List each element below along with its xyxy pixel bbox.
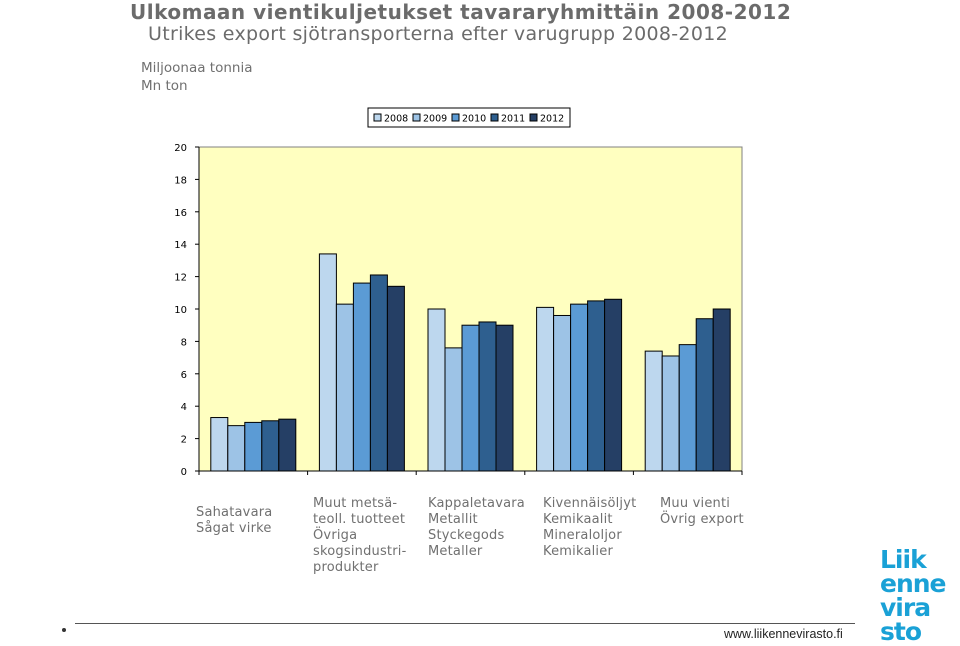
logo-line: vira xyxy=(880,593,931,622)
y-tick-label: 0 xyxy=(181,467,187,478)
y-tick-label: 6 xyxy=(181,370,187,381)
footer-url: www.liikennevirasto.fi xyxy=(724,627,843,641)
category-label: Muut metsä- teoll. tuotteet Övriga skogs… xyxy=(313,496,407,575)
bar xyxy=(553,314,572,472)
bar xyxy=(352,282,371,472)
bar xyxy=(386,285,405,472)
y-tick-label: 18 xyxy=(174,175,187,186)
category-label: Muu vienti Övrig export xyxy=(660,496,744,527)
bar xyxy=(261,420,280,472)
bar xyxy=(278,418,297,472)
bar xyxy=(478,321,497,472)
legend-swatch xyxy=(412,113,421,122)
bar xyxy=(318,253,337,472)
legend-box xyxy=(367,107,571,128)
bar xyxy=(495,324,514,472)
bar xyxy=(587,300,606,472)
legend-swatch xyxy=(373,113,382,122)
bar xyxy=(244,421,263,472)
y-tick-label: 2 xyxy=(181,435,187,446)
bar xyxy=(644,350,663,472)
bar xyxy=(536,306,555,472)
unit-label-fi: Miljoonaa tonnia xyxy=(141,60,253,76)
bar xyxy=(369,274,388,472)
bar xyxy=(695,318,714,472)
category-label: Kivennäisöljyt Kemikaalit Mineraloljor K… xyxy=(543,496,637,559)
y-tick-label: 16 xyxy=(174,208,187,219)
bar xyxy=(335,303,354,472)
y-tick-label: 14 xyxy=(174,240,187,251)
legend-swatch xyxy=(451,113,460,122)
bar xyxy=(210,417,229,472)
logo-line: Liik xyxy=(880,545,927,574)
legend-label: 2009 xyxy=(423,114,447,125)
y-tick-label: 10 xyxy=(174,305,187,316)
legend-label: 2012 xyxy=(540,114,564,125)
bar xyxy=(712,308,731,472)
legend-label: 2008 xyxy=(384,114,408,125)
y-tick-label: 4 xyxy=(181,402,187,413)
bar xyxy=(444,347,463,472)
bar xyxy=(570,303,589,472)
footer-divider xyxy=(75,623,855,624)
bar xyxy=(661,355,680,472)
y-tick-label: 20 xyxy=(174,143,187,154)
bar xyxy=(461,324,480,472)
legend-swatch xyxy=(529,113,538,122)
unit-label-sv: Mn ton xyxy=(141,78,188,94)
page-subtitle: Utrikes export sjötransporterna efter va… xyxy=(148,23,728,45)
bar xyxy=(427,308,446,472)
bullet-dot xyxy=(62,628,66,632)
legend-label: 2010 xyxy=(462,114,486,125)
y-tick-label: 12 xyxy=(174,273,187,284)
logo-line: enne xyxy=(880,569,947,598)
bar xyxy=(604,298,623,472)
bar xyxy=(227,425,246,472)
legend-label: 2011 xyxy=(501,114,525,125)
logo-line: sto xyxy=(880,617,922,646)
category-label: Kappaletavara Metallit Styckegods Metall… xyxy=(428,496,525,559)
liikennevirasto-logo: Liik enne vira sto xyxy=(880,545,960,646)
page-title: Ulkomaan vientikuljetukset tavararyhmitt… xyxy=(130,0,792,24)
category-label: Sahatavara Sågat virke xyxy=(196,505,273,536)
y-tick-label: 8 xyxy=(181,337,187,348)
legend-swatch xyxy=(490,113,499,122)
bar xyxy=(678,344,697,472)
